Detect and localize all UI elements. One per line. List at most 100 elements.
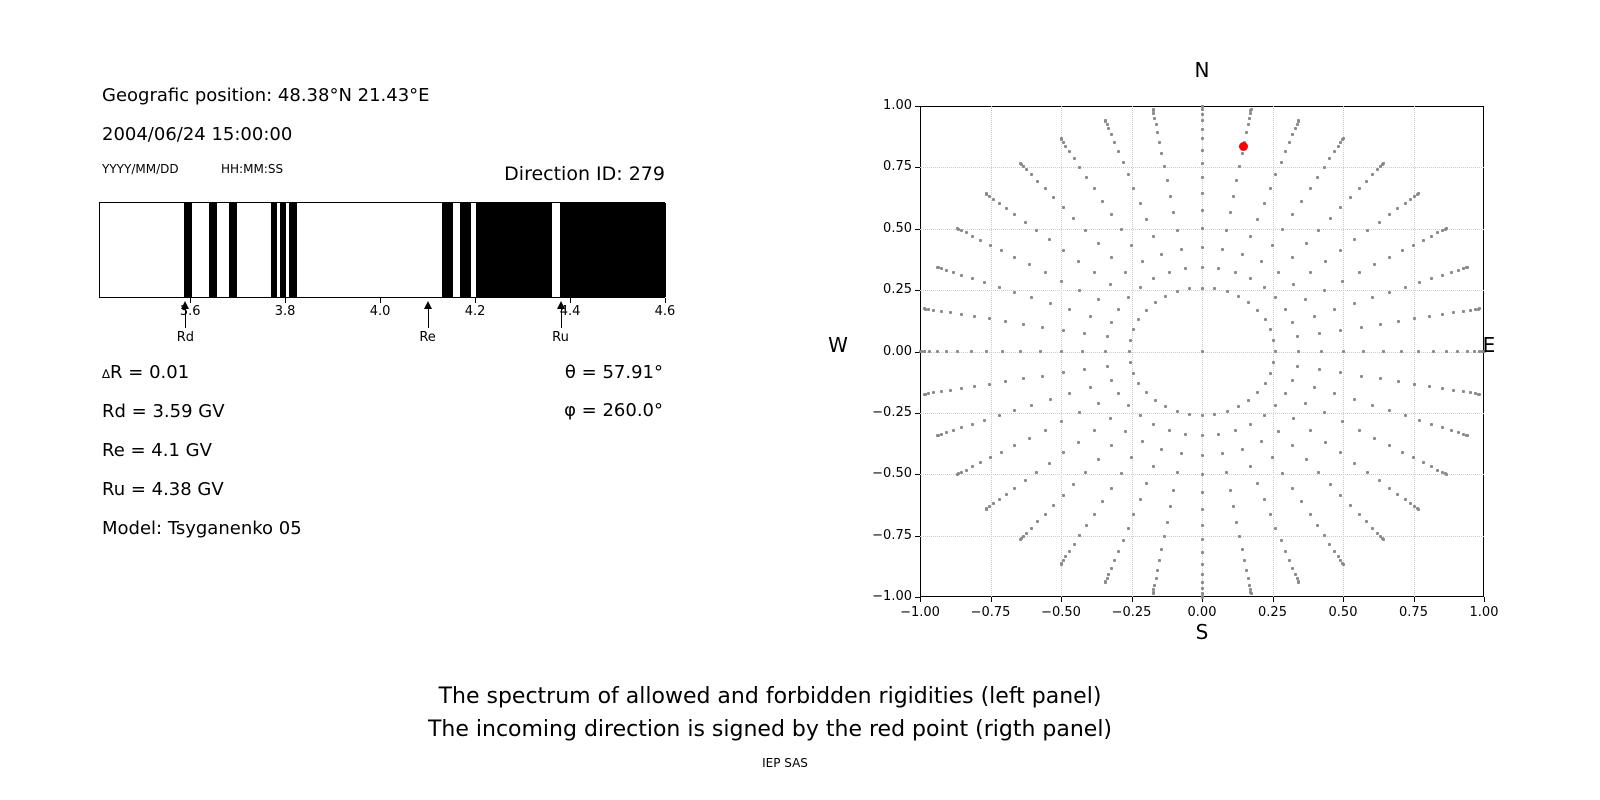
direction-dot	[1431, 350, 1435, 353]
direction-dot	[1262, 498, 1266, 502]
direction-dot	[1013, 213, 1017, 217]
caption-line-1: The spectrum of allowed and forbidden ri…	[438, 684, 1102, 709]
direction-dot	[1449, 271, 1453, 275]
compass-north-label: N	[1194, 58, 1210, 82]
direction-dot	[928, 350, 932, 353]
direction-dot	[1047, 238, 1051, 242]
direction-dot	[1200, 453, 1204, 457]
forbidden-band	[460, 203, 471, 297]
direction-dot	[1152, 465, 1156, 469]
direction-dot	[1156, 569, 1160, 573]
direction-dot	[1341, 137, 1345, 141]
direction-dot	[1232, 194, 1235, 198]
direction-dot	[960, 426, 964, 430]
direction-dot	[1109, 486, 1113, 490]
forbidden-band	[442, 203, 453, 297]
x-tick-label: 0.00	[1187, 605, 1217, 620]
direction-dot	[1213, 412, 1217, 416]
direction-dot	[1421, 238, 1425, 242]
direction-dot	[1412, 456, 1415, 460]
direction-dot	[971, 465, 974, 469]
direction-dot	[1396, 207, 1400, 210]
direction-dot	[960, 386, 963, 390]
datetime-text: 2004/06/24 15:00:00	[102, 124, 293, 145]
direction-dot	[951, 271, 955, 275]
direction-dot	[1339, 328, 1343, 332]
direction-dot	[1138, 201, 1142, 205]
direction-dot	[1249, 108, 1253, 112]
compass-south-label: S	[1195, 620, 1209, 644]
direction-dot	[1048, 398, 1052, 402]
y-tick-mark	[915, 535, 920, 537]
direction-dot	[964, 468, 968, 472]
direction-dot	[1373, 436, 1377, 440]
direction-dot	[1119, 471, 1123, 475]
direction-dot	[1279, 161, 1283, 164]
direction-dot	[1262, 285, 1266, 289]
marker-arrow-icon	[423, 301, 432, 309]
direction-dot	[1336, 144, 1340, 148]
direction-dot	[1387, 444, 1391, 447]
direction-dot	[971, 277, 974, 281]
direction-dot	[1295, 577, 1299, 581]
direction-dot	[1444, 350, 1448, 353]
direction-dot	[1291, 283, 1295, 287]
direction-dot	[1387, 290, 1391, 294]
direction-dot	[927, 308, 930, 311]
x-tick-mark	[1272, 597, 1274, 602]
direction-dot	[1428, 315, 1431, 319]
direction-dot	[1461, 309, 1465, 313]
direction-dot	[1474, 392, 1477, 395]
direction-dot	[1324, 259, 1328, 263]
delta-symbol: ∆	[102, 367, 111, 381]
direction-dot	[991, 197, 995, 201]
direction-dot	[1104, 119, 1108, 123]
direction-dot	[960, 229, 963, 233]
direction-dot	[932, 308, 936, 312]
direction-dot	[1022, 377, 1025, 381]
direction-dot	[1132, 513, 1136, 517]
direction-dot	[1260, 439, 1264, 443]
x-tick-mark	[1484, 597, 1485, 602]
direction-dot	[1304, 457, 1308, 461]
direction-dot	[1052, 195, 1055, 199]
direction-dot	[1396, 380, 1400, 384]
direction-dot	[1284, 392, 1287, 395]
direction-dot	[1200, 108, 1204, 112]
direction-dot	[1436, 231, 1440, 235]
model-text: Model: Tsyganenko 05	[102, 518, 302, 539]
direction-dot	[1023, 220, 1027, 224]
direction-dot	[1117, 150, 1120, 154]
direction-dot	[1269, 371, 1273, 375]
direction-dot	[1160, 152, 1164, 155]
direction-dot	[979, 461, 983, 465]
direction-dot	[939, 309, 943, 313]
direction-dot	[1273, 350, 1277, 353]
direction-dot	[1200, 112, 1204, 116]
direction-dot	[1200, 137, 1204, 141]
direction-dot	[1316, 524, 1319, 528]
direction-dot	[1452, 388, 1456, 392]
direction-dot	[1452, 311, 1456, 315]
direction-dot	[1092, 187, 1096, 191]
direction-dot	[1048, 301, 1052, 305]
x-tick-mark	[1202, 597, 1203, 602]
y-tick-mark	[915, 167, 920, 169]
direction-dot	[1140, 439, 1144, 443]
incoming-direction-red-point	[1239, 142, 1248, 152]
direction-dot	[1296, 580, 1300, 584]
direction-dot	[1159, 252, 1163, 256]
direction-dot	[1456, 350, 1460, 353]
direction-dot	[1268, 186, 1272, 190]
direction-dot	[1263, 381, 1267, 385]
direction-dot	[1109, 321, 1113, 325]
direction-dot	[935, 266, 939, 269]
direction-dot	[1113, 140, 1117, 144]
y-tick-mark	[915, 474, 920, 476]
direction-dot	[1248, 422, 1252, 426]
direction-dot	[1221, 247, 1225, 251]
direction-dot	[1312, 385, 1316, 389]
direction-dot	[1322, 288, 1326, 292]
direction-dot	[1233, 271, 1237, 275]
direction-dot	[1387, 213, 1391, 217]
